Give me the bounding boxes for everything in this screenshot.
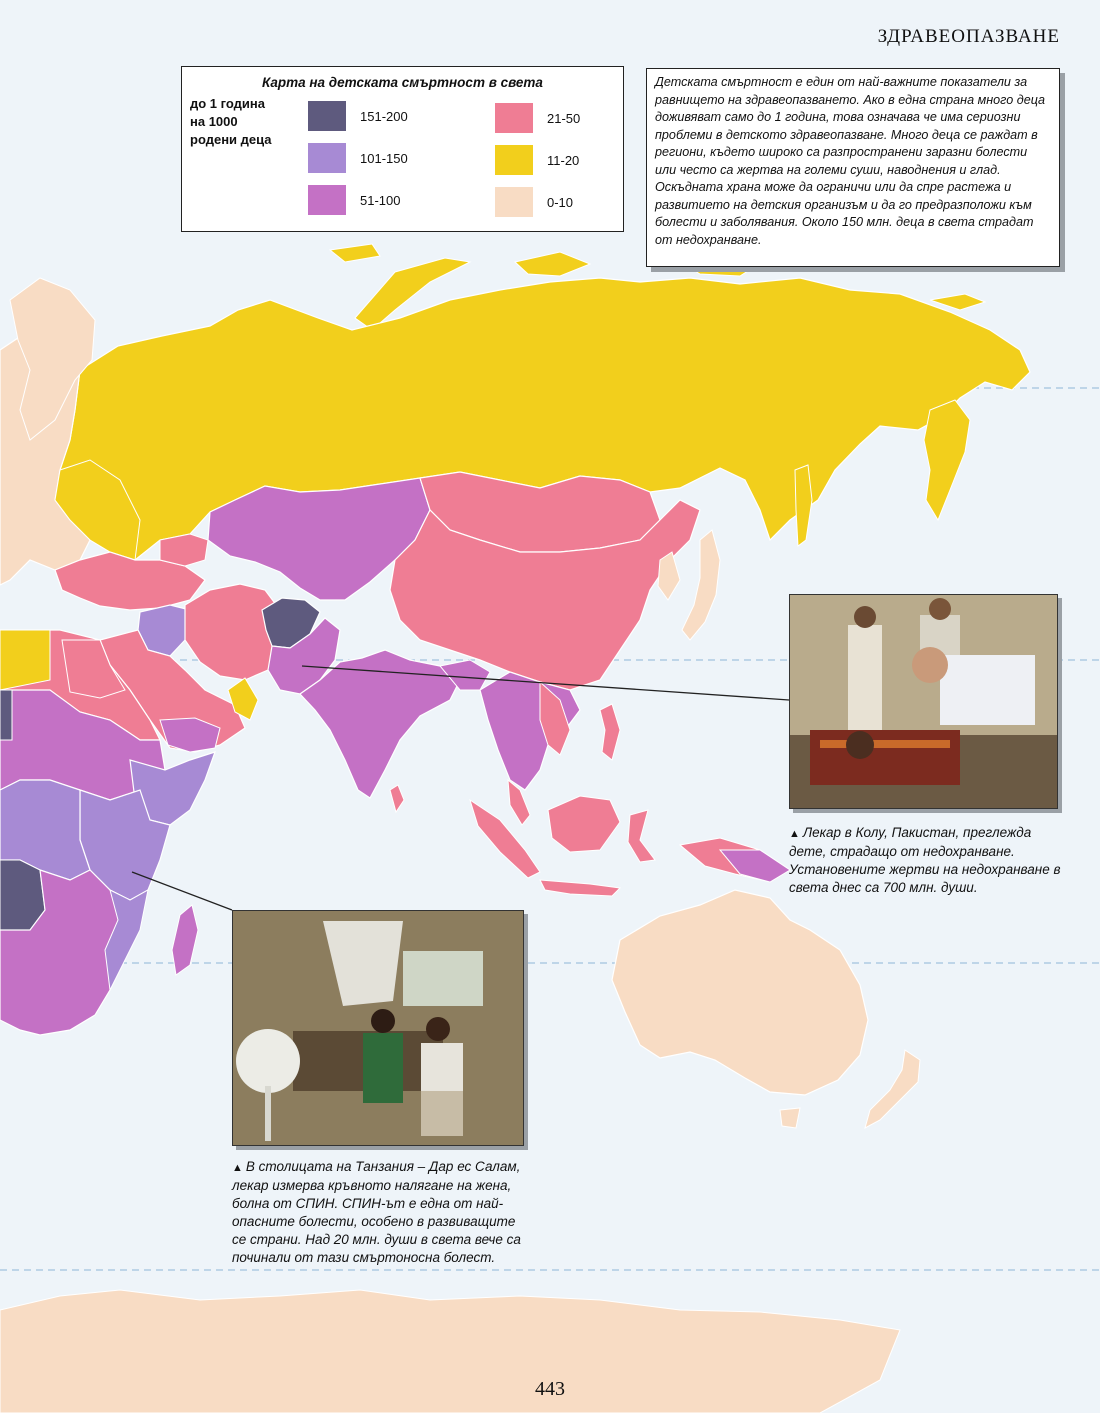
- legend-item: 0-10: [495, 187, 573, 217]
- caption-tanzania-text: В столицата на Танзания – Дар ес Салам, …: [232, 1159, 521, 1265]
- legend-title: Карта на детската смъртност в света: [262, 75, 543, 90]
- page-number: 443: [535, 1378, 565, 1400]
- iran: [184, 583, 281, 681]
- severnaya-zemlya: [513, 251, 592, 277]
- legend-label: 51-100: [360, 192, 401, 208]
- caption-marker-icon: ▲: [232, 1162, 243, 1174]
- legend-swatch: [308, 185, 346, 215]
- libya-yellow: [0, 629, 51, 691]
- papua-new-guinea: [718, 849, 791, 883]
- child-head: [846, 731, 874, 759]
- wrangel-island: [929, 293, 987, 311]
- info-text: Детската смъртност е един от най-важните…: [655, 75, 1046, 247]
- mosquito-net: [323, 921, 403, 1006]
- running-head: ЗДРАВЕОПАЗВАНЕ: [877, 26, 1060, 47]
- antarctica: [0, 1289, 901, 1413]
- caption-tanzania: ▲ В столицата на Танзания – Дар ес Салам,…: [232, 1158, 527, 1267]
- legend-swatch: [308, 101, 346, 131]
- mozambique: [104, 889, 149, 992]
- blanket-pattern: [820, 740, 950, 748]
- turkey: [54, 551, 206, 611]
- pakistan: [267, 617, 341, 695]
- doctor-shirt: [940, 655, 1035, 725]
- sumatra: [469, 798, 541, 879]
- malay-peninsula: [507, 778, 531, 826]
- legend-label: 101-150: [360, 150, 408, 166]
- person-head: [854, 606, 876, 628]
- russia: [54, 277, 1031, 561]
- doctor-shirt: [421, 1043, 463, 1091]
- india: [299, 649, 461, 799]
- photo-tanzania-image: [233, 911, 523, 1145]
- java: [539, 879, 622, 897]
- oman: [227, 677, 259, 721]
- fan-stand: [265, 1086, 271, 1141]
- patient-dress: [363, 1033, 403, 1103]
- korea: [657, 551, 681, 601]
- caption-marker-icon: ▲: [789, 828, 800, 840]
- legend-units: до 1 година на 1000 родени деца: [190, 96, 272, 147]
- photo-pakistan: [789, 594, 1058, 809]
- connector-tanzania: [131, 871, 233, 911]
- legend-label: 151-200: [360, 108, 408, 124]
- arctic-islands: [328, 243, 987, 331]
- legend-label: 11-20: [547, 152, 580, 168]
- legend-item: 151-200: [308, 101, 408, 131]
- tasmania: [779, 1107, 801, 1129]
- legend-label: 21-50: [547, 110, 581, 126]
- japan: [681, 529, 721, 641]
- person-head: [929, 598, 951, 620]
- yemen: [159, 717, 221, 753]
- legend-item: 11-20: [495, 145, 579, 175]
- legend-item: 51-100: [308, 185, 400, 215]
- egypt: [61, 639, 126, 699]
- legend-swatch: [495, 103, 533, 133]
- doctor-head: [912, 647, 948, 683]
- nepal-bangladesh: [439, 659, 491, 691]
- caption-pakistan: ▲ Лекар в Колу, Пакистан, преглежда дете,…: [789, 824, 1064, 897]
- doctor-head: [426, 1017, 450, 1041]
- borneo: [547, 795, 621, 853]
- sri-lanka: [389, 784, 405, 814]
- photo-tanzania: [232, 910, 524, 1146]
- person-standing: [848, 625, 882, 735]
- connector-pakistan: [301, 665, 790, 701]
- kamchatka: [923, 399, 971, 522]
- legend-label: 0-10: [547, 194, 574, 210]
- new-zealand: [864, 1049, 921, 1129]
- vietnam: [539, 680, 571, 756]
- window: [403, 951, 483, 1006]
- madagascar: [171, 904, 199, 976]
- sulawesi: [627, 809, 656, 863]
- west-africa-dark: [0, 689, 13, 741]
- philippines: [599, 703, 621, 761]
- legend-swatch: [308, 143, 346, 173]
- patient-head: [371, 1009, 395, 1033]
- legend-item: 101-150: [308, 143, 408, 173]
- photo-pakistan-image: [790, 595, 1057, 808]
- fan: [236, 1029, 300, 1093]
- info-text-box: Детската смъртност е един от най-важните…: [646, 68, 1060, 267]
- map-legend: Карта на детската смъртност в света до 1…: [181, 66, 624, 232]
- blanket: [810, 730, 960, 785]
- sakhalin: [794, 464, 813, 547]
- legend-swatch: [495, 145, 533, 175]
- legend-swatch: [495, 187, 533, 217]
- legend-item: 21-50: [495, 103, 580, 133]
- franz-josef-land: [328, 243, 381, 263]
- photo-connectors: [131, 665, 790, 911]
- caucasus: [159, 533, 209, 567]
- caption-pakistan-text: Лекар в Колу, Пакистан, преглежда дете, …: [789, 825, 1061, 895]
- australia: [611, 889, 869, 1096]
- doctor-trousers: [421, 1091, 463, 1136]
- scandinavia: [9, 277, 96, 441]
